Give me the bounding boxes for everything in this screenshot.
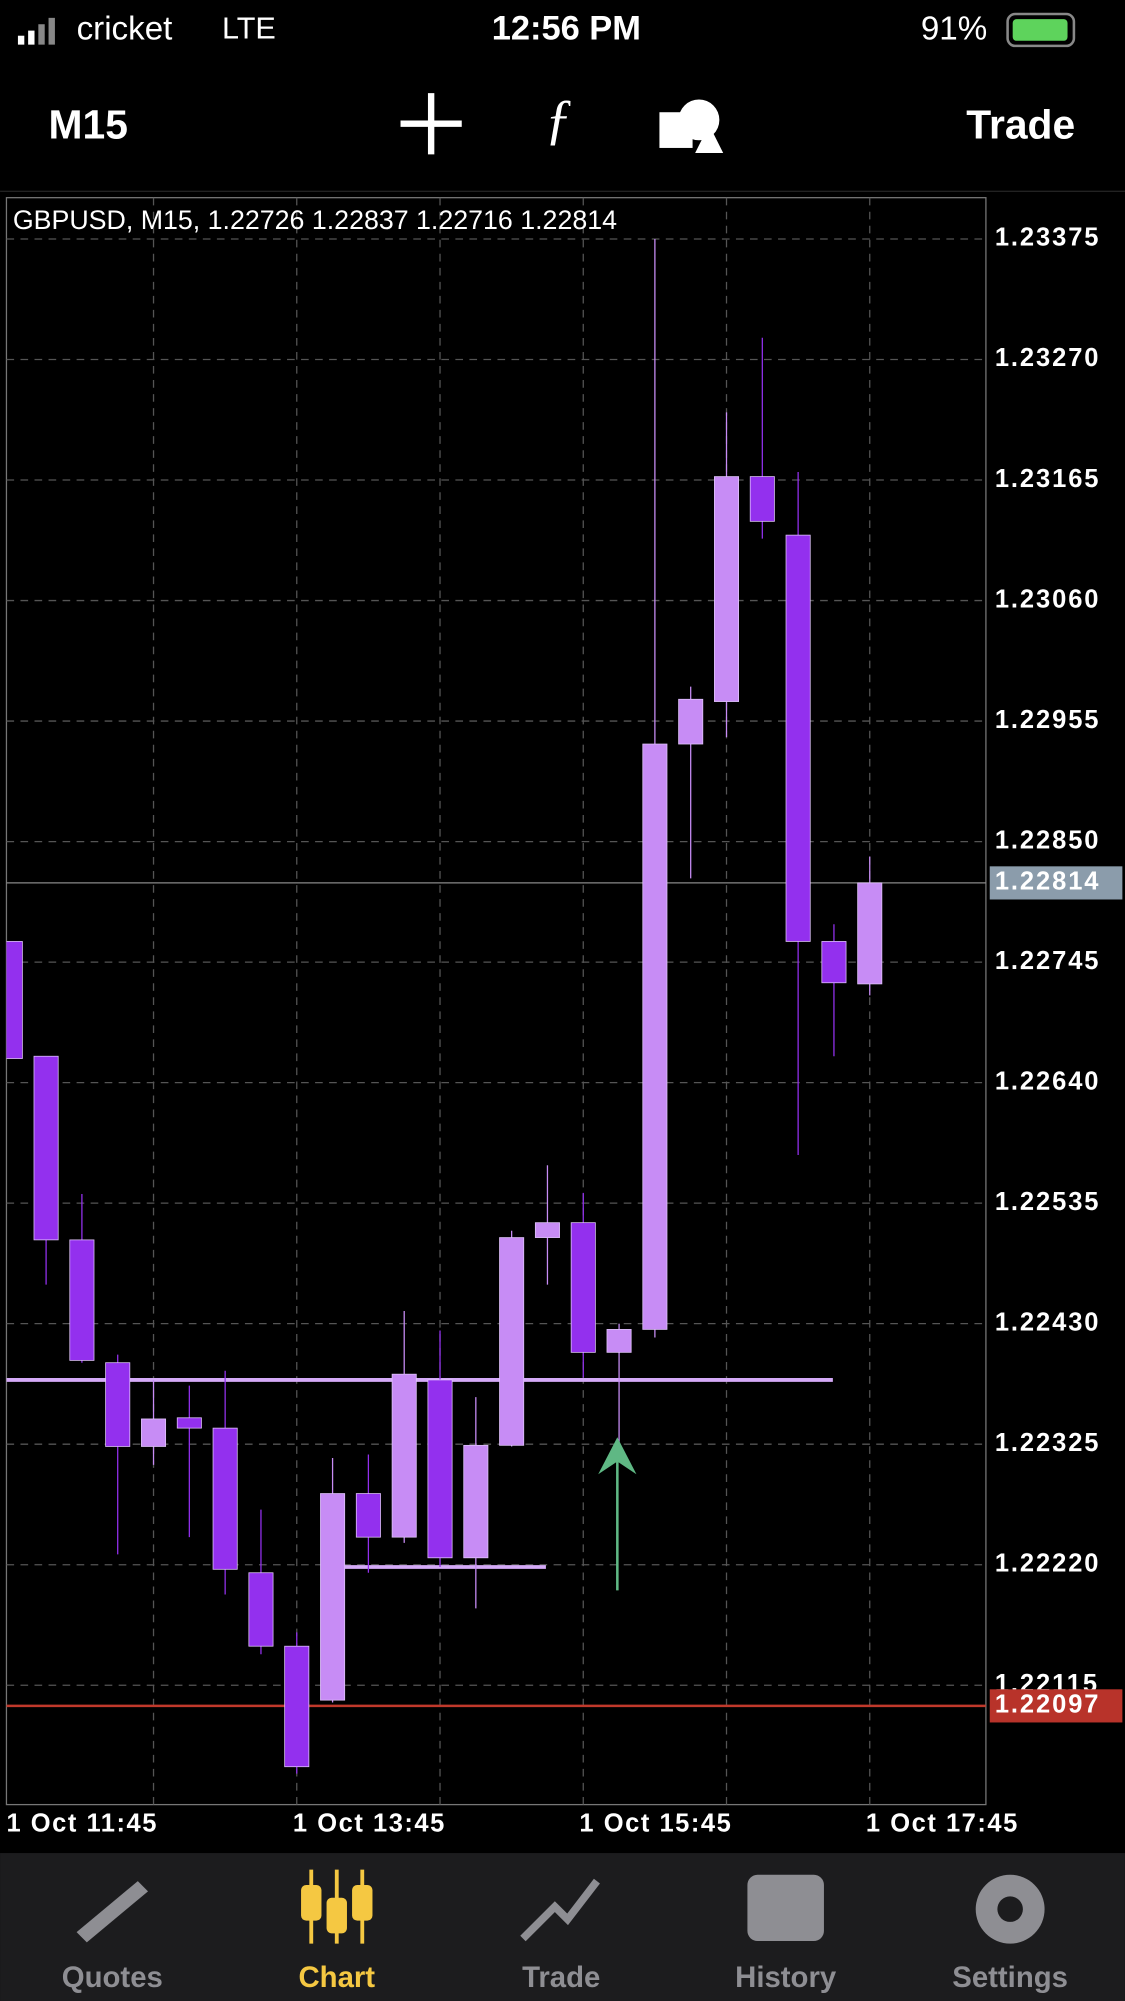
alert-label: 1.22097 [995, 1691, 1101, 1719]
tab-icon [301, 1884, 322, 1921]
arrow-head [598, 1437, 637, 1475]
x-tick-label: 1 Oct 13:45 [293, 1810, 446, 1838]
y-tick-label: 1.22745 [995, 947, 1101, 975]
candle-body [534, 1222, 560, 1238]
battery-icon [1006, 12, 1076, 48]
tab-icon [747, 1874, 824, 1942]
tab[interactable]: Chart [298, 1869, 375, 1994]
candle-body [105, 1362, 131, 1447]
trade-button[interactable]: Trade [966, 101, 1075, 147]
x-tick-label: 1 Oct 15:45 [579, 1810, 732, 1838]
battery-percent: 91% [921, 10, 987, 47]
tab[interactable]: Quotes [62, 1881, 163, 1994]
crosshair-icon[interactable] [400, 93, 462, 155]
tab[interactable]: Trade [520, 1878, 600, 1994]
candle-body [284, 1645, 310, 1768]
tab-icon [520, 1878, 600, 1942]
y-tick-label: 1.22325 [995, 1429, 1101, 1457]
candle-body [355, 1493, 381, 1538]
overlay: 1.23375 1.23270 1.23165 1.23060 1.22955 1.228… [6, 224, 1123, 1838]
y-tick-label: 1.23060 [995, 585, 1101, 613]
candle-body [499, 1237, 525, 1446]
y-tick-label: 1.22640 [995, 1067, 1101, 1095]
bid-label-box [989, 866, 1123, 900]
tab-icon [997, 1896, 1023, 1922]
tab-label: Chart [298, 1961, 375, 1994]
candle-body [606, 1329, 632, 1353]
x-tick-label: 1 Oct 17:45 [866, 1810, 1019, 1838]
candle-body [427, 1379, 453, 1559]
clock: 12:56 PM [492, 10, 641, 48]
candle-body [678, 698, 704, 745]
tab-label: History [735, 1961, 837, 1994]
tab-bar [0, 1853, 1125, 2001]
network: LTE [222, 12, 276, 46]
tab-label: Quotes [62, 1961, 163, 1994]
objects-icon[interactable] [659, 99, 724, 154]
candle-body [391, 1373, 417, 1538]
y-tick-label: 1.22850 [995, 826, 1101, 854]
candle-body [33, 1055, 59, 1241]
tab-icon [352, 1884, 373, 1921]
y-tick-label: 1.22535 [995, 1188, 1101, 1216]
candle-body [320, 1493, 346, 1701]
candle-body [570, 1222, 596, 1353]
tab[interactable]: History [735, 1874, 837, 1994]
y-tick-label: 1.23270 [995, 344, 1101, 372]
candle-body [785, 534, 811, 942]
y-tick-label: 1.23375 [995, 224, 1101, 252]
tab-label: Settings [952, 1961, 1068, 1994]
candle-body [821, 941, 847, 984]
candle-body [212, 1427, 238, 1570]
candle-body [857, 882, 883, 985]
bid-label: 1.22814 [995, 868, 1101, 896]
timeframe[interactable]: M15 [49, 101, 128, 147]
tab-icon [76, 1881, 149, 1943]
carrier: cricket [77, 10, 173, 47]
x-tick-label: 1 Oct 11:45 [6, 1810, 158, 1838]
indicators-icon[interactable]: ƒ [545, 89, 573, 151]
candle-body [642, 743, 668, 1330]
candle-body [749, 476, 775, 522]
candle-body [69, 1239, 95, 1361]
y-tick-label: 1.23165 [995, 465, 1101, 493]
y-tick-label: 1.22220 [995, 1549, 1101, 1577]
candle-body [714, 476, 740, 702]
chart-title: GBPUSD, M15, 1.22726 1.22837 1.22716 1.2… [13, 205, 617, 235]
tabs: Quotes Chart Trade History Settings [62, 1869, 1068, 1994]
candle-body [176, 1417, 202, 1429]
plot [6, 197, 986, 1805]
candle-body [463, 1444, 489, 1559]
y-tick-label: 1.22955 [995, 706, 1101, 734]
signal [17, 17, 55, 45]
y-tick-label: 1.22430 [995, 1308, 1101, 1336]
candle-body [141, 1418, 167, 1447]
candle-body [248, 1572, 274, 1647]
candle-body [6, 941, 23, 1059]
tab[interactable]: Settings [952, 1874, 1068, 1994]
alert-label-box [989, 1689, 1123, 1723]
tab-label: Trade [522, 1961, 600, 1994]
tab-icon [326, 1897, 347, 1934]
